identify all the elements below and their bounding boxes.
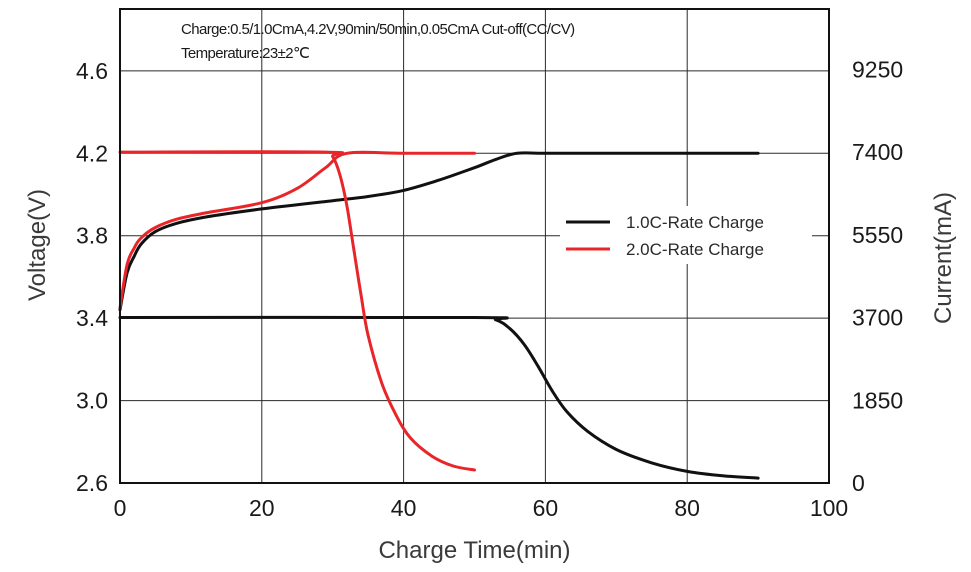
y-axis-left-title: Voltage(V) [24, 189, 51, 301]
y-right-tick-label: 1850 [852, 387, 903, 413]
series-2c-current-line [118, 150, 476, 472]
y-axis-right-title: Current(mA) [930, 192, 957, 324]
legend-label: 2.0C-Rate Charge [626, 240, 764, 259]
series-2c-voltage-line [118, 150, 476, 310]
y-left-tick-label: 3.4 [76, 305, 108, 331]
tick-labels: 0 20 40 60 80 100 2.6 3.0 3.4 3.8 4.2 4.6 0 1850 3700 5… [76, 56, 903, 521]
x-tick-label: 80 [674, 495, 700, 521]
y-left-tick-label: 4.6 [76, 58, 108, 84]
x-tick-label: 0 [114, 495, 127, 521]
x-tick-label: 60 [533, 495, 559, 521]
y-left-tick-label: 4.2 [76, 140, 108, 166]
y-left-tick-label: 2.6 [76, 470, 108, 496]
y-right-tick-label: 9250 [852, 56, 903, 82]
x-axis-title: Charge Time(min) [378, 537, 570, 564]
x-tick-label: 100 [810, 495, 848, 521]
chart-annotation: Charge:0.5/1.0CmA,4.2V,90min/50min,0.05C… [181, 21, 575, 38]
annotations: Charge:0.5/1.0CmA,4.2V,90min/50min,0.05C… [181, 21, 576, 62]
y-right-tick-label: 5550 [852, 222, 903, 248]
y-right-tick-label: 7400 [852, 139, 903, 165]
x-tick-label: 40 [391, 495, 417, 521]
y-right-tick-label: 0 [852, 470, 865, 496]
series-1c-voltage-line [118, 151, 760, 312]
series-lines [118, 150, 760, 480]
y-left-tick-label: 3.8 [76, 223, 108, 249]
legend-box [560, 206, 812, 264]
x-tick-label: 20 [249, 495, 275, 521]
y-right-tick-label: 3700 [852, 305, 903, 331]
y-left-tick-label: 3.0 [76, 388, 108, 414]
series-1c-current-line [118, 315, 760, 480]
plot-frame [119, 8, 830, 484]
legend: 1.0C-Rate Charge 2.0C-Rate Charge [560, 206, 812, 264]
legend-label: 1.0C-Rate Charge [626, 213, 764, 232]
chart-annotation: Temperature:23±2℃ [181, 45, 309, 62]
